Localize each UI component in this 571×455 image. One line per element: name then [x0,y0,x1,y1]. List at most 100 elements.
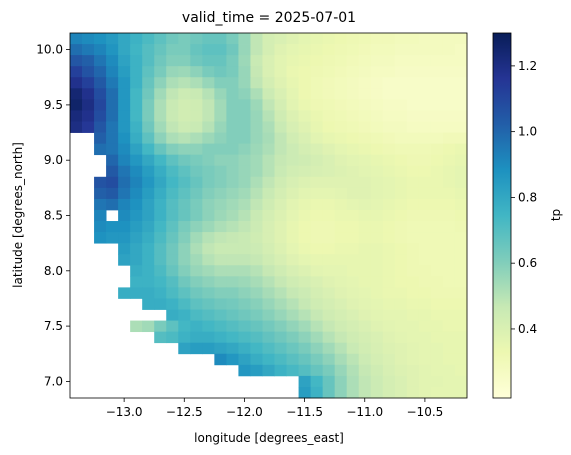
heatmap-cell [190,110,203,122]
heatmap-cell [142,187,155,200]
heatmap-cell [130,165,143,178]
heatmap-cell [454,265,468,277]
heatmap-cell [394,187,408,200]
heatmap-cell [130,33,143,45]
heatmap-cell [202,165,215,178]
heatmap-cell [358,342,372,355]
heatmap-cell [394,209,408,222]
heatmap-cell [382,44,396,56]
heatmap-cell [334,331,348,344]
heatmap-cell [454,44,468,56]
heatmap-cell [442,187,456,200]
heatmap-cell [334,353,348,366]
heatmap-cell [394,287,408,299]
heatmap-cell [418,99,432,111]
heatmap-cell [382,66,396,78]
heatmap-cell [370,364,384,377]
heatmap-cell [334,232,348,244]
heatmap-cell [202,110,215,122]
heatmap-cell [406,353,420,366]
heatmap-cell [454,375,468,388]
heatmap-cell [406,99,420,111]
heatmap-cell [430,88,444,100]
heatmap-cell [274,320,287,333]
heatmap-cell [418,198,432,211]
heatmap-cell [346,375,360,388]
heatmap-cell [94,99,107,111]
heatmap-cell [226,331,239,344]
heatmap-cell [226,276,239,288]
heatmap-cell [106,33,119,45]
heatmap-cell [358,165,372,178]
heatmap-cell [322,55,336,67]
heatmap-cell [370,187,384,200]
heatmap-cell [178,254,191,266]
heatmap-cell [250,44,263,56]
heatmap-cell [370,320,384,333]
heatmap-cell [406,44,420,56]
heatmap-cell [442,276,456,288]
heatmap-cell [310,121,324,133]
heatmap-cell [418,265,432,277]
heatmap-cell [454,254,468,266]
heatmap-cell [274,55,287,67]
heatmap-cell [442,66,456,78]
heatmap-cell [370,121,384,133]
heatmap-cell [442,309,456,321]
heatmap-cell [358,221,372,233]
heatmap-cell [154,154,167,167]
heatmap-cell [286,198,299,211]
heatmap-cell [130,232,143,244]
heatmap-cell [142,143,155,156]
heatmap-cell [130,187,143,200]
heatmap-cell [202,88,215,100]
heatmap-cell [286,221,299,233]
heatmap-cell [442,298,456,310]
heatmap-cell [358,353,372,366]
heatmap-cell [298,287,312,299]
chart-title: valid_time = 2025-07-01 [182,10,356,26]
heatmap-cell [274,176,287,189]
heatmap-cell [238,320,251,333]
heatmap-cell [94,132,107,145]
heatmap-cell [118,232,131,244]
heatmap-cell [202,132,215,145]
heatmap-cell [310,298,324,310]
heatmap-cell [262,77,275,89]
heatmap-cell [190,198,203,211]
heatmap-cell [262,209,275,222]
heatmap-cell [382,298,396,310]
heatmap-cell [238,33,251,45]
heatmap-cell [274,287,287,299]
heatmap-cell [286,66,299,78]
heatmap-cell [406,375,420,388]
heatmap-cell [190,33,203,45]
heatmap-cell [430,364,444,377]
heatmap-cell [430,265,444,277]
heatmap-cell [406,132,420,145]
heatmap-cell [130,44,143,56]
heatmap-cell [130,320,143,333]
heatmap-cell [226,198,239,211]
heatmap-cell [418,121,432,133]
heatmap-cell [202,243,215,255]
heatmap-cell [262,320,275,333]
heatmap-cell [214,198,227,211]
heatmap-cell [178,221,191,233]
heatmap-cell [94,44,107,56]
heatmap-cell [202,44,215,56]
heatmap-cell [250,132,263,145]
heatmap-cell [358,287,372,299]
heatmap-cell [166,88,179,100]
heatmap-cell [382,287,396,299]
heatmap-cell [94,221,107,233]
heatmap-cell [382,375,396,388]
heatmap-cell [238,154,251,167]
heatmap-cell [358,99,372,111]
heatmap-cell [454,99,468,111]
heatmap-cell [358,77,372,89]
heatmap-cell [454,309,468,321]
heatmap-cell [154,33,167,45]
heatmap-cell [274,209,287,222]
